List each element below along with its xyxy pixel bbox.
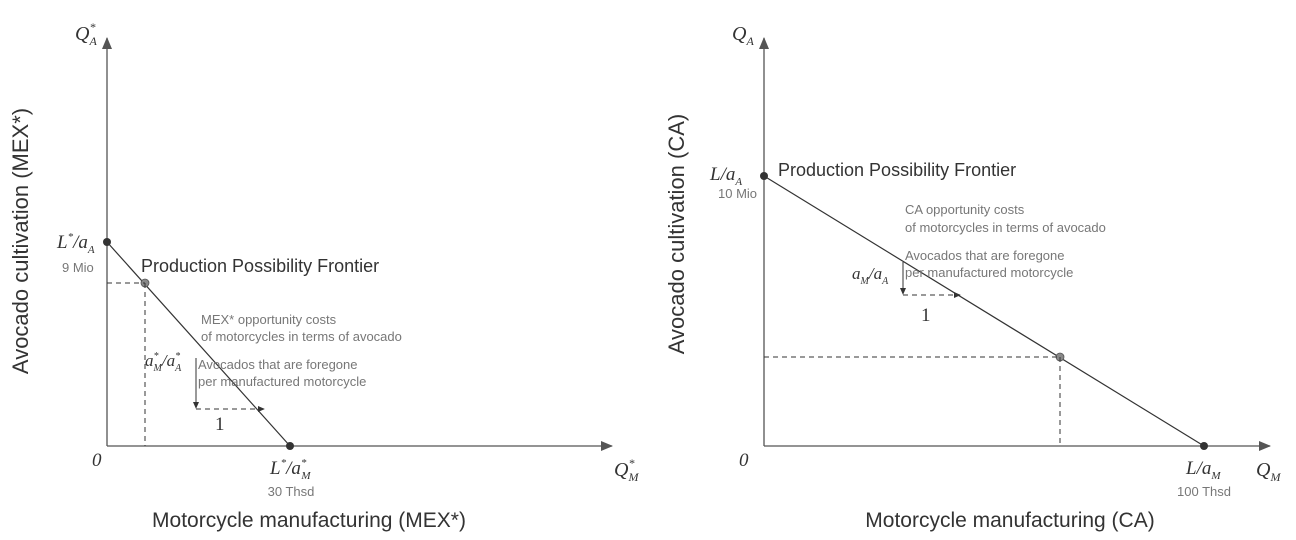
y-axis-symbol: QA <box>732 23 754 48</box>
note-line-3: Avocados that are foregone <box>905 248 1065 263</box>
y-axis-symbol: Q* A <box>75 20 97 48</box>
x-axis-symbol: QM <box>1256 459 1281 484</box>
frontier-title: Production Possibility Frontier <box>778 160 1016 180</box>
x-intercept-point <box>1200 442 1208 450</box>
slope-symbol: a* M/a* A <box>145 351 182 374</box>
step-label: 1 <box>215 414 225 435</box>
note-line-4: per manufactured motorcycle <box>198 374 366 389</box>
note-line-2: of motorcycles in terms of avocado <box>905 220 1106 235</box>
y-intercept-point <box>103 238 111 246</box>
y-axis-label: Avocado cultivation (MEX*) <box>8 108 33 374</box>
y-intercept-symbol: L*/aA <box>56 231 95 256</box>
y-intercept-value: 10 Mio <box>718 186 757 201</box>
origin-label: 0 <box>739 450 749 471</box>
x-axis-label: Motorcycle manufacturing (MEX*) <box>152 509 466 532</box>
x-axis-symbol: Q* M <box>614 456 639 484</box>
production-possibility-frontier <box>763 175 1205 447</box>
y-intercept-point <box>760 172 768 180</box>
panel-ca: QA QM 0 Avocado cultivation (CA) Motorcy… <box>664 23 1281 532</box>
y-intercept-symbol: L/aA <box>709 164 742 188</box>
note-line-4: per manufactured motorcycle <box>905 265 1073 280</box>
x-intercept-point <box>286 442 294 450</box>
slope-symbol: aM/aA <box>852 264 889 287</box>
x-intercept-value: 30 Thsd <box>268 484 315 499</box>
x-axis-label: Motorcycle manufacturing (CA) <box>865 509 1154 532</box>
panel-mex: Q* A Q* M 0 Avocado cultivation (MEX*) Mot… <box>8 20 639 532</box>
note-line-2: of motorcycles in terms of avocado <box>201 329 402 344</box>
x-intercept-symbol: L*/a* M <box>269 457 311 482</box>
note-line-1: MEX* opportunity costs <box>201 312 337 327</box>
note-line-3: Avocados that are foregone <box>198 357 358 372</box>
origin-label: 0 <box>92 450 102 471</box>
step-label: 1 <box>921 305 931 326</box>
y-intercept-value: 9 Mio <box>62 260 94 275</box>
y-axis-label: Avocado cultivation (CA) <box>664 114 689 355</box>
note-line-1: CA opportunity costs <box>905 202 1025 217</box>
x-intercept-value: 100 Thsd <box>1177 484 1231 499</box>
frontier-title: Production Possibility Frontier <box>141 256 379 276</box>
x-intercept-symbol: L/aM <box>1185 458 1221 482</box>
